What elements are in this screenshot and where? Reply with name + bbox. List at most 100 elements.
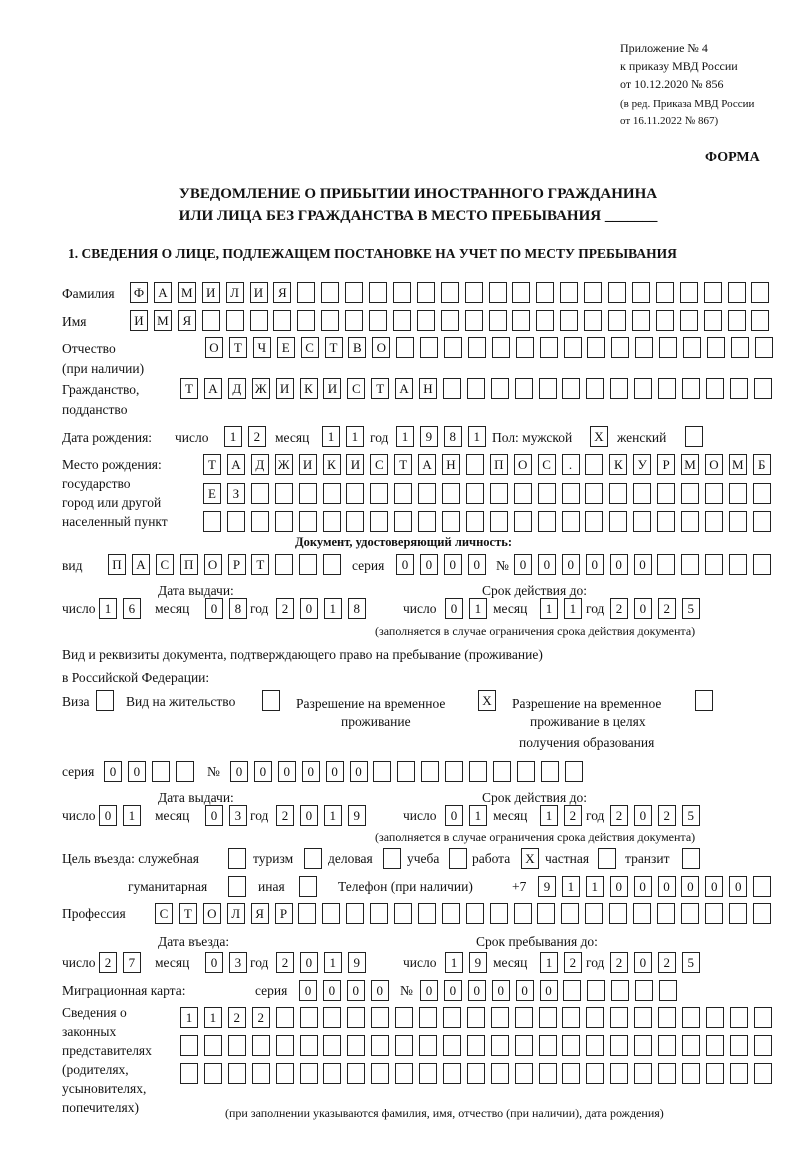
id-kind-box[interactable]: О	[203, 554, 222, 575]
birthplace-2-box[interactable]	[346, 483, 365, 504]
birthplace-3-box[interactable]	[728, 511, 747, 532]
name-box[interactable]	[225, 310, 244, 331]
stay-valid-month-box[interactable]: 1	[540, 805, 558, 826]
legal-reps-3-box[interactable]	[514, 1063, 533, 1084]
legal-reps-1-box[interactable]	[681, 1007, 700, 1028]
stay-number-box[interactable]: 0	[349, 761, 368, 782]
name-box[interactable]: М	[153, 310, 172, 331]
legal-reps-3-box[interactable]	[610, 1063, 629, 1084]
surname-box[interactable]	[703, 282, 722, 303]
id-issue-year-box[interactable]: 8	[347, 598, 366, 619]
id-valid-day-box[interactable]: 0	[445, 598, 463, 619]
legal-reps-1-box[interactable]	[538, 1007, 557, 1028]
name-box[interactable]: Я	[177, 310, 196, 331]
birthplace-1-box[interactable]: С	[370, 454, 389, 475]
surname-box[interactable]	[369, 282, 387, 303]
legal-reps-1-box[interactable]	[658, 1007, 676, 1028]
stay-valid-year-box[interactable]: 5	[681, 805, 700, 826]
birth-date-month-box[interactable]: 1	[322, 426, 340, 447]
id-kind-box[interactable]: С	[155, 554, 174, 575]
stay-until-year-box[interactable]: 2	[610, 952, 628, 973]
id-number-box[interactable]	[753, 554, 771, 575]
legal-reps-2-box[interactable]	[251, 1035, 270, 1056]
legal-reps-2-box[interactable]	[323, 1035, 342, 1056]
legal-reps-1-box[interactable]	[371, 1007, 390, 1028]
entry-date-year-box[interactable]: 2	[276, 952, 294, 973]
profession-box[interactable]	[322, 903, 341, 924]
birthplace-2-box[interactable]	[274, 483, 293, 504]
name-box[interactable]	[727, 310, 746, 331]
profession-box[interactable]	[417, 903, 436, 924]
legal-reps-2-box[interactable]	[442, 1035, 461, 1056]
birthplace-1-box[interactable]	[465, 454, 484, 475]
migration-series-box[interactable]: 0	[322, 980, 341, 1001]
surname-box[interactable]	[440, 282, 459, 303]
legal-reps-1-box[interactable]	[514, 1007, 533, 1028]
surname-box[interactable]	[392, 282, 411, 303]
id-kind-box[interactable]: А	[131, 554, 150, 575]
stay-number-box[interactable]	[445, 761, 464, 782]
legal-reps-3-box[interactable]	[251, 1063, 270, 1084]
birthplace-1-box[interactable]: К	[322, 454, 341, 475]
id-kind-box[interactable]: Т	[251, 554, 270, 575]
profession-box[interactable]	[585, 903, 604, 924]
birthplace-2-box[interactable]	[465, 483, 484, 504]
birth-date-year-box[interactable]: 1	[467, 426, 486, 447]
birthplace-2-box[interactable]	[561, 483, 580, 504]
id-series-box[interactable]: 0	[467, 554, 486, 575]
legal-reps-2-box[interactable]	[490, 1035, 509, 1056]
birthplace-2-box[interactable]	[609, 483, 628, 504]
surname-box[interactable]: Л	[225, 282, 244, 303]
stay-issue-month-box[interactable]: 3	[228, 805, 247, 826]
birthplace-2-box[interactable]: З	[226, 483, 245, 504]
legal-reps-3-box[interactable]	[275, 1063, 294, 1084]
id-issue-year-box[interactable]: 1	[323, 598, 342, 619]
stay-until-day-box[interactable]: 9	[468, 952, 487, 973]
legal-reps-2-box[interactable]	[729, 1035, 748, 1056]
trp-edu-check-box[interactable]	[695, 690, 713, 711]
stay-until-day-box[interactable]: 1	[445, 952, 463, 973]
birthplace-3-box[interactable]	[681, 511, 699, 532]
legal-reps-1-box[interactable]	[323, 1007, 342, 1028]
id-valid-year-box[interactable]: 2	[610, 598, 628, 619]
surname-box[interactable]	[512, 282, 531, 303]
profession-box[interactable]: С	[155, 903, 173, 924]
birthplace-2-box[interactable]	[394, 483, 413, 504]
profession-box[interactable]: Я	[250, 903, 269, 924]
surname-box[interactable]	[727, 282, 746, 303]
birthplace-3-box[interactable]	[226, 511, 245, 532]
name-box[interactable]	[321, 310, 340, 331]
birthplace-3-box[interactable]	[370, 511, 389, 532]
legal-reps-1-box[interactable]	[275, 1007, 294, 1028]
purpose-humanitarian-box[interactable]	[228, 876, 246, 897]
surname-box[interactable]	[416, 282, 435, 303]
surname-box[interactable]	[488, 282, 507, 303]
citizenship-box[interactable]	[538, 378, 557, 399]
migration-number-box[interactable]: 0	[539, 980, 558, 1001]
patronymic-box[interactable]	[396, 337, 415, 358]
legal-reps-2-box[interactable]	[203, 1035, 222, 1056]
legal-reps-1-box[interactable]	[395, 1007, 414, 1028]
id-number-box[interactable]: 0	[633, 554, 652, 575]
name-box[interactable]	[345, 310, 364, 331]
surname-box[interactable]	[536, 282, 555, 303]
migration-number-box[interactable]: 0	[467, 980, 486, 1001]
id-valid-year-box[interactable]: 5	[681, 598, 700, 619]
stay-number-box[interactable]	[516, 761, 535, 782]
birthplace-2-box[interactable]	[585, 483, 604, 504]
migration-number-box[interactable]: 0	[515, 980, 534, 1001]
id-issue-month-box[interactable]: 8	[228, 598, 247, 619]
birthplace-1-box[interactable]: А	[226, 454, 245, 475]
birthplace-1-box[interactable]: С	[537, 454, 556, 475]
profession-box[interactable]	[656, 903, 675, 924]
id-kind-box[interactable]: Р	[227, 554, 246, 575]
profession-box[interactable]	[441, 903, 460, 924]
purpose-official-box[interactable]	[228, 848, 246, 869]
birth-date-year-box[interactable]: 8	[443, 426, 462, 447]
legal-reps-3-box[interactable]	[442, 1063, 461, 1084]
phone-box[interactable]: 0	[705, 876, 724, 897]
patronymic-box[interactable]: О	[205, 337, 223, 358]
birthplace-3-box[interactable]	[513, 511, 532, 532]
citizenship-box[interactable]	[586, 378, 605, 399]
migration-number-box[interactable]: 0	[420, 980, 438, 1001]
